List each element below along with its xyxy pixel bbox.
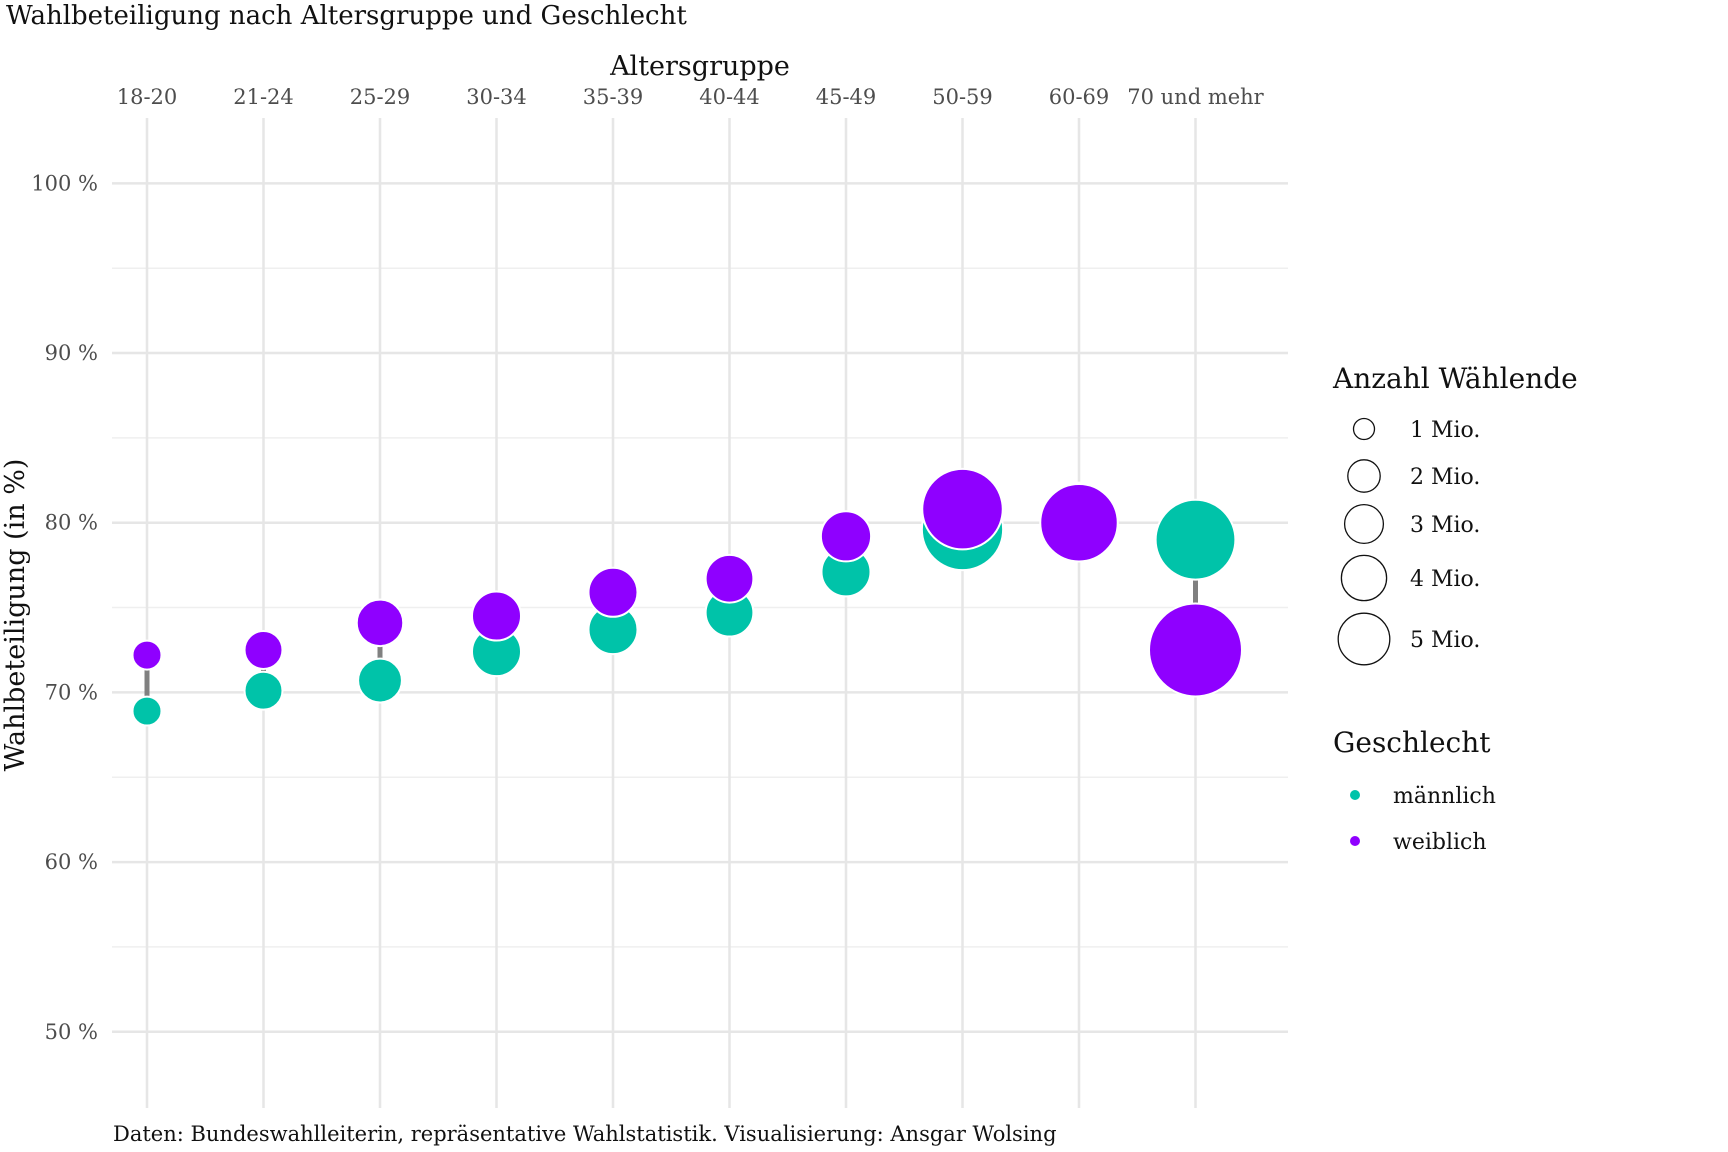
legend-size-key [1337,612,1391,666]
x-axis-title: Altersgruppe [609,51,790,82]
tick-labels: 50 % 60 % 70 % 80 % 90 % 100 % 18-20 21-24 25-29… [31,85,1264,1044]
data-point [704,553,755,604]
legend-color-label: männlich [1393,784,1496,809]
x-tick-label: 35-39 [583,85,644,109]
y-tick-label: 60 % [45,850,98,874]
data-point [243,630,284,670]
chart-caption: Daten: Bundeswahlleiterin, repräsentativ… [113,1122,1057,1146]
x-tick-label: 70 und mehr [1127,85,1264,109]
legend-size: Anzahl Wählende 1 Mio. 2 Mio. 3 Mio. 4 Mio.… [1332,362,1578,666]
data-point [355,598,405,648]
data-point [1154,498,1237,581]
x-tick-label: 50-59 [932,85,993,109]
legend-size-title: Anzahl Wählende [1332,362,1578,395]
legend-size-key [1343,503,1385,545]
legend-color-title: Geschlecht [1333,726,1491,759]
x-tick-label: 40-44 [699,85,760,109]
data-point [921,467,1004,551]
grid [112,118,1288,1108]
y-tick-label: 50 % [45,1020,98,1044]
data-point [357,657,403,704]
data-point [470,590,523,642]
x-tick-label: 18-20 [117,85,178,109]
y-tick-label: 100 % [31,171,98,195]
legend-color-key [1350,836,1360,846]
legend-size-label: 3 Mio. [1410,513,1480,538]
legend-color-label: weiblich [1393,830,1487,855]
data-point [243,670,284,711]
legend-size-key [1352,417,1376,441]
chart-title: Wahlbeteiligung nach Altersgruppe und Ge… [6,1,687,31]
data-point [819,510,873,563]
y-tick-label: 90 % [45,341,98,365]
data-point [131,639,163,671]
data-point [587,566,639,618]
legend-color: Geschlecht männlich weiblich [1333,726,1496,855]
data-point [131,695,163,727]
connector-lines [144,509,1198,712]
legend-size-key [1347,459,1381,493]
x-tick-label: 60-69 [1049,85,1110,109]
x-tick-label: 45-49 [816,85,877,109]
data-points [131,467,1243,727]
legend-size-label: 5 Mio. [1410,628,1480,653]
legend-size-label: 4 Mio. [1410,567,1480,592]
legend-size-key [1340,554,1388,602]
legend-size-label: 1 Mio. [1410,418,1480,443]
data-point [1039,482,1119,563]
x-tick-label: 25-29 [350,85,411,109]
y-axis-title: Wahlbeteiligung (in %) [0,459,31,772]
y-tick-label: 70 % [45,680,98,704]
x-tick-label: 21-24 [233,85,294,109]
x-tick-label: 30-34 [466,85,527,109]
legend-color-key [1350,790,1360,800]
data-point [1148,602,1243,698]
legend-size-label: 2 Mio. [1410,465,1480,490]
y-tick-label: 80 % [45,511,98,535]
